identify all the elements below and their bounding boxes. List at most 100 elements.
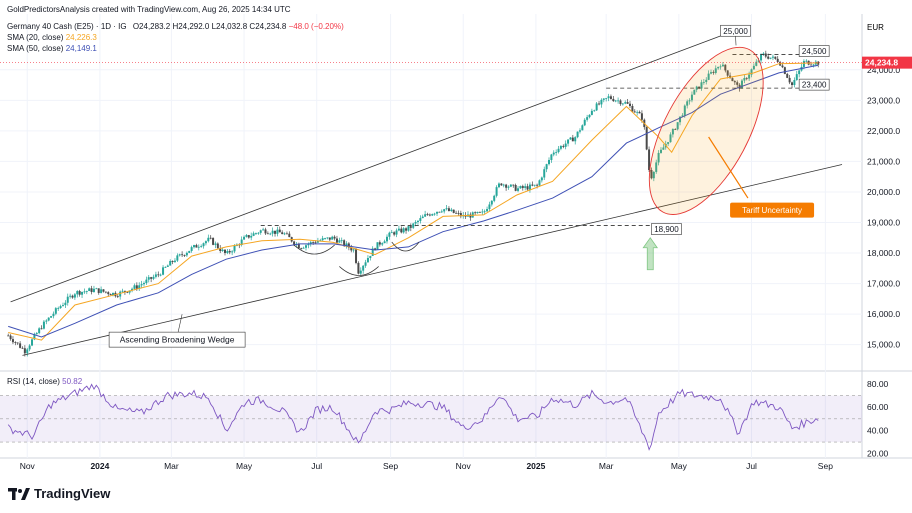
candle-body: [679, 116, 682, 123]
wedge-lower-trendline[interactable]: [22, 164, 843, 356]
candle-body: [223, 249, 226, 254]
candle-body: [374, 248, 377, 250]
candle-body: [38, 328, 41, 334]
candle-body: [459, 213, 462, 217]
price-tick-label: 19,000.0: [867, 218, 900, 228]
candle-body: [104, 291, 107, 293]
candle-body: [100, 289, 103, 293]
candle-body: [431, 214, 434, 216]
level-label: 25,000: [723, 27, 748, 36]
candle-body: [381, 243, 384, 245]
candle-body: [457, 212, 460, 214]
candle-body: [752, 65, 755, 70]
price-axis[interactable]: 15,000.0 16,000.0 17,000.0 18,000.0 19,000.0…: [0, 14, 900, 458]
candle-body: [233, 245, 236, 252]
candle-body: [193, 245, 196, 248]
candle-body: [116, 296, 119, 297]
candle-body: [748, 74, 751, 79]
candle-body: [447, 208, 450, 212]
candle-body: [605, 98, 608, 99]
tariff-ellipse[interactable]: [626, 30, 787, 232]
candle-body: [362, 265, 365, 271]
candle-body: [112, 292, 115, 296]
candle-body: [424, 214, 427, 217]
candle-body: [85, 291, 88, 292]
candle-body: [397, 228, 400, 231]
candle-body: [724, 64, 727, 71]
base-curve: [391, 241, 420, 252]
tariff-callout-line: [708, 136, 749, 199]
candle-body: [355, 249, 358, 263]
candle-body: [757, 60, 760, 62]
tradingview-brand[interactable]: TradingView: [8, 486, 110, 501]
price-tick-label: 15,000.0: [867, 340, 900, 350]
candle-body: [171, 260, 174, 262]
time-axis[interactable]: Nov 2024 Mar May Jul Sep Nov 2025 Mar May Jul Sep: [20, 461, 834, 471]
candle-body: [550, 154, 553, 160]
instrument-title[interactable]: Germany 40 Cash (E25) · 1D · IG: [7, 22, 127, 31]
candle-body: [88, 288, 91, 292]
candle-body: [274, 230, 277, 234]
candle-body: [652, 171, 655, 179]
candle-body: [181, 254, 184, 256]
candle-body: [590, 110, 593, 115]
candle-body: [750, 69, 753, 75]
currency-label: EUR: [867, 23, 884, 32]
candle-body: [655, 162, 658, 172]
tariff-callout-box[interactable]: [730, 202, 815, 218]
candle-body: [228, 250, 231, 253]
candle-body: [231, 251, 234, 253]
candle-body: [612, 98, 615, 102]
candle-body: [166, 265, 169, 267]
candle-body: [633, 111, 636, 113]
time-tick-label: 2025: [526, 461, 545, 471]
candle-body: [486, 209, 489, 212]
candle-body: [95, 288, 98, 290]
candle-body: [50, 316, 53, 318]
candle-body: [690, 94, 693, 101]
candle-body: [614, 100, 617, 102]
candle-body: [490, 200, 493, 205]
candle-body: [667, 142, 670, 144]
candle-body: [517, 188, 520, 191]
candle-body: [202, 243, 205, 247]
sma50-legend[interactable]: SMA (50, close) 24,149.1: [7, 44, 97, 54]
instrument-line: Germany 40 Cash (E25) · 1D · IG O24,283.…: [7, 22, 344, 32]
candle-body: [376, 242, 379, 250]
wedge-upper-trendline[interactable]: [10, 26, 745, 303]
time-tick-label: Sep: [383, 461, 398, 471]
candle-body: [209, 237, 212, 239]
price-tick-label: 16,000.0: [867, 309, 900, 319]
candle-body: [185, 252, 188, 256]
candle-body: [474, 212, 477, 214]
candle-body: [385, 236, 388, 242]
wedge-label: Ascending Broadening Wedge: [120, 335, 235, 345]
candle-body: [812, 64, 815, 66]
candle-body: [629, 103, 632, 106]
candle-body: [271, 230, 274, 234]
candle-body: [154, 274, 157, 277]
candle-body: [128, 290, 131, 293]
candle-body: [509, 184, 512, 187]
candle-body: [300, 248, 303, 250]
candle-body: [59, 306, 62, 309]
candle-body: [621, 103, 624, 105]
candle-body: [674, 129, 677, 130]
last-price-tag: 24,234.8: [862, 56, 912, 69]
candle-body: [121, 290, 124, 292]
candle-body: [683, 105, 686, 116]
candle-body: [452, 209, 455, 213]
candle-body: [126, 291, 129, 293]
wedge-label-box[interactable]: [108, 331, 246, 348]
candle-body: [500, 183, 503, 186]
candle-body: [710, 72, 713, 74]
sma20-legend[interactable]: SMA (20, close) 24,226.3: [7, 33, 97, 43]
candle-body: [259, 230, 262, 233]
candle-body: [538, 180, 541, 186]
candle-body: [150, 277, 153, 279]
candle-body: [269, 233, 272, 235]
candle-body: [71, 295, 74, 298]
candle-body: [119, 291, 122, 297]
rsi-axis[interactable]: 80.00 60.00 40.00 20.00: [867, 379, 889, 459]
rsi-legend[interactable]: RSI (14, close) 50.82: [7, 377, 82, 387]
